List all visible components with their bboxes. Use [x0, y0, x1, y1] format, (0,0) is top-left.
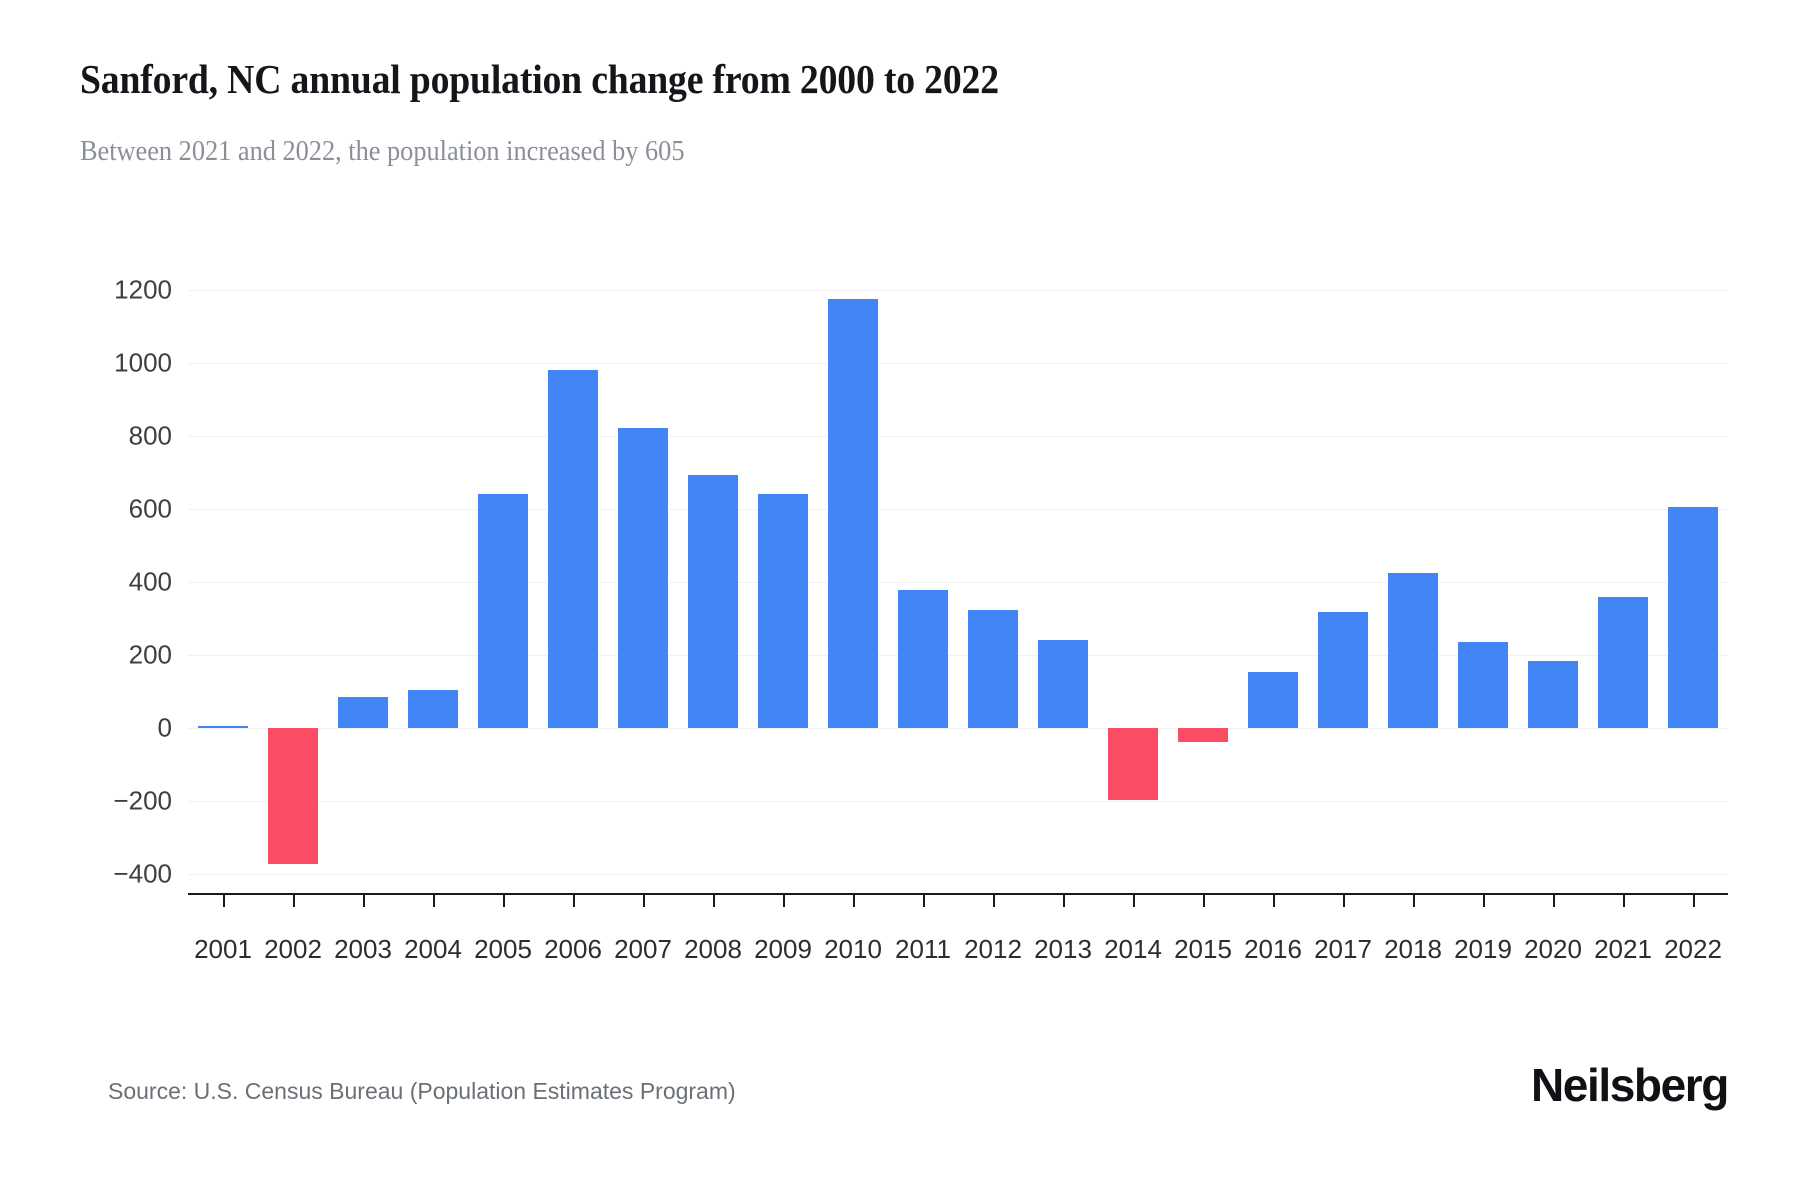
y-axis-tick-label: 400 — [128, 566, 172, 597]
gridline — [188, 436, 1728, 437]
bar-2017[interactable] — [1317, 612, 1369, 728]
page-subtitle: Between 2021 and 2022, the population in… — [80, 136, 685, 167]
x-axis-line — [188, 893, 1728, 895]
x-axis-tick — [1063, 893, 1065, 907]
bar-2019[interactable] — [1457, 641, 1509, 728]
x-axis-tick-label-2013: 2013 — [1034, 934, 1092, 964]
y-axis-tick-label: 800 — [128, 420, 172, 451]
x-axis-tick-label-2002: 2002 — [264, 934, 322, 964]
gridline — [188, 655, 1728, 656]
x-axis-tick — [853, 893, 855, 907]
zero-gridline — [188, 728, 1728, 729]
plot-area: 1200 1000 800 600 400 200 0 −200 −400 — [113, 275, 1728, 900]
gridline — [188, 874, 1728, 875]
x-axis-tick — [223, 893, 225, 907]
bar-2002[interactable] — [267, 728, 319, 864]
gridline — [188, 363, 1728, 364]
x-axis-tick-label-2022: 2022 — [1664, 934, 1722, 964]
x-axis-tick — [503, 893, 505, 907]
bar-2005[interactable] — [477, 494, 529, 728]
brand-logo: Neilsberg — [1530, 1059, 1729, 1111]
x-axis-tick-label-2010: 2010 — [824, 934, 882, 964]
x-axis-tick-label-2012: 2012 — [964, 934, 1022, 964]
gridline — [188, 509, 1728, 510]
y-axis-tick-label: −400 — [113, 858, 172, 889]
x-axis-tick-label-2007: 2007 — [614, 934, 672, 964]
bar-2010[interactable] — [827, 299, 879, 728]
x-axis-tick-label-2003: 2003 — [334, 934, 392, 964]
bar-2008[interactable] — [687, 475, 739, 728]
gridline — [188, 801, 1728, 802]
bar-2001[interactable] — [197, 726, 249, 728]
x-axis-tick-label-2008: 2008 — [684, 934, 742, 964]
x-axis-tick-label-2017: 2017 — [1314, 934, 1372, 964]
gridline — [188, 290, 1728, 291]
x-axis-tick-label-2001: 2001 — [194, 934, 252, 964]
page-title: Sanford, NC annual population change fro… — [80, 56, 999, 102]
bar-2013[interactable] — [1037, 640, 1089, 728]
y-axis-tick-label: −200 — [113, 785, 172, 816]
bar-2011[interactable] — [897, 589, 949, 728]
x-axis-tick-label-2015: 2015 — [1174, 934, 1232, 964]
x-axis-tick — [1623, 893, 1625, 907]
x-axis-tick-label-2020: 2020 — [1524, 934, 1582, 964]
x-axis-tick — [993, 893, 995, 907]
bar-2014[interactable] — [1107, 728, 1159, 801]
bar-2004[interactable] — [407, 689, 459, 728]
x-axis-tick — [1133, 893, 1135, 907]
x-axis-tick-label-2005: 2005 — [474, 934, 532, 964]
bar-2016[interactable] — [1247, 672, 1299, 728]
bar-2009[interactable] — [757, 494, 809, 728]
bar-2003[interactable] — [337, 696, 389, 728]
gridline — [188, 582, 1728, 583]
y-axis-tick-label: 1200 — [114, 274, 172, 305]
x-axis-tick — [1343, 893, 1345, 907]
x-axis-tick-label-2021: 2021 — [1594, 934, 1652, 964]
bar-2007[interactable] — [617, 428, 669, 728]
x-axis-tick — [1483, 893, 1485, 907]
x-axis-tick-label-2014: 2014 — [1104, 934, 1162, 964]
x-axis-tick-label-2018: 2018 — [1384, 934, 1442, 964]
x-axis-tick-label-2011: 2011 — [895, 934, 951, 964]
x-axis-tick — [643, 893, 645, 907]
bar-2020[interactable] — [1527, 660, 1579, 728]
source-note: Source: U.S. Census Bureau (Population E… — [108, 1078, 736, 1104]
x-axis-tick — [1693, 893, 1695, 907]
x-axis-tick — [293, 893, 295, 907]
x-axis-tick — [363, 893, 365, 907]
x-axis-tick — [1413, 893, 1415, 907]
y-axis-tick-label: 600 — [128, 493, 172, 524]
x-axis-tick — [783, 893, 785, 907]
x-axis-tick — [1203, 893, 1205, 907]
x-axis-tick — [713, 893, 715, 907]
bar-2022[interactable] — [1667, 507, 1719, 728]
x-axis-tick-label-2004: 2004 — [404, 934, 462, 964]
x-axis-tick-label-2016: 2016 — [1244, 934, 1302, 964]
x-axis-tick — [433, 893, 435, 907]
x-axis-tick — [1273, 893, 1275, 907]
x-axis-tick-label-2009: 2009 — [754, 934, 812, 964]
bar-2015[interactable] — [1177, 728, 1229, 742]
x-axis-tick-label-2019: 2019 — [1454, 934, 1512, 964]
bar-2012[interactable] — [967, 609, 1019, 728]
y-axis-tick-label: 200 — [128, 639, 172, 670]
x-axis-tick — [1553, 893, 1555, 907]
bar-2021[interactable] — [1597, 596, 1649, 728]
x-axis-tick — [923, 893, 925, 907]
x-axis-tick — [573, 893, 575, 907]
bar-2006[interactable] — [547, 369, 599, 728]
y-axis-tick-label: 0 — [157, 712, 172, 743]
x-axis-tick-label-2006: 2006 — [544, 934, 602, 964]
bar-2018[interactable] — [1387, 572, 1439, 728]
y-axis-tick-label: 1000 — [114, 347, 172, 378]
